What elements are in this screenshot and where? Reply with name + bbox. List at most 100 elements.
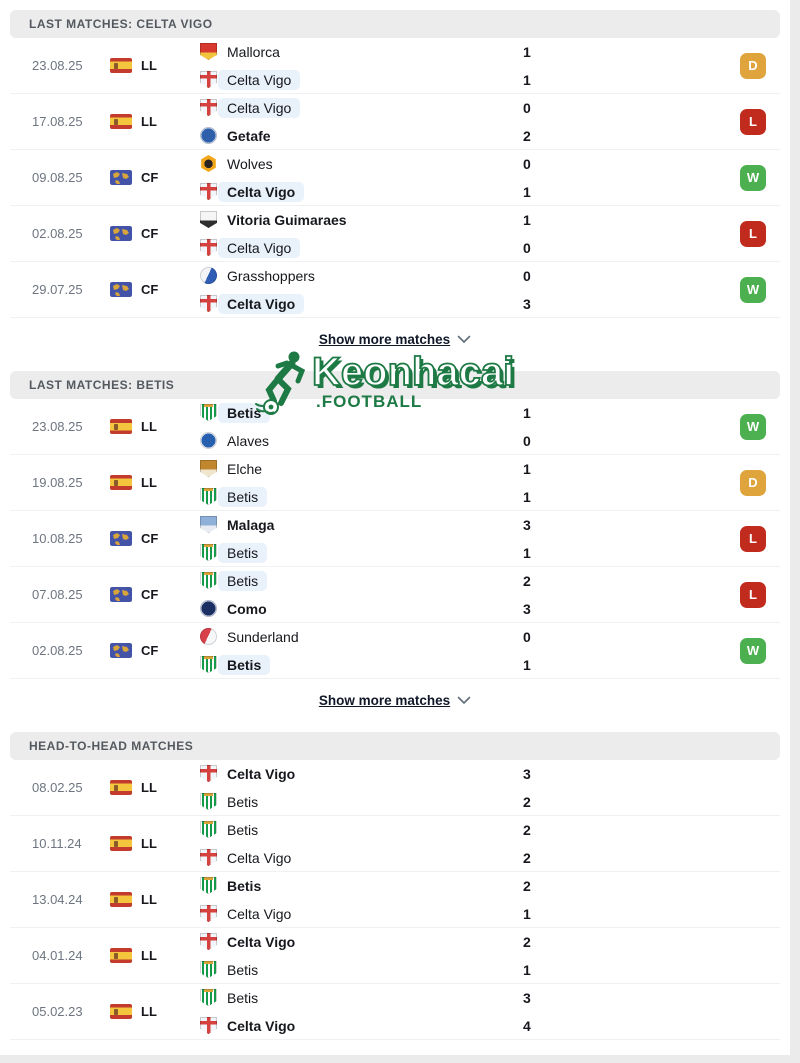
team-score: 1 xyxy=(523,211,531,228)
team-line: Grasshoppers 0 xyxy=(200,264,740,288)
content-area: LAST MATCHES: CELTA VIGO 23.08.25 LL Mallo… xyxy=(10,10,780,1040)
team-score: 2 xyxy=(523,933,531,950)
team-logo-wolves xyxy=(201,155,216,172)
team-name: Alaves xyxy=(227,432,270,449)
team-name: Celta Vigo xyxy=(227,849,292,866)
match-list: 23.08.25 LL Mallorca 1 Celta Vigo 1 D 17.08.25 L… xyxy=(10,38,780,318)
team-logo-betis xyxy=(200,877,217,894)
team-score: 1 xyxy=(523,460,531,477)
competition: CF xyxy=(110,643,200,658)
team-name: Betis xyxy=(227,989,259,1006)
match-row[interactable]: 29.07.25 CF Grasshoppers 0 Celta Vigo 3 W xyxy=(10,262,780,318)
competition-code: CF xyxy=(141,170,159,185)
match-date: 10.08.25 xyxy=(32,531,83,546)
team-logo-grasshoppers xyxy=(200,267,217,284)
team-line: Celta Vigo 3 xyxy=(200,292,740,316)
team-logo-getafe xyxy=(200,127,217,144)
team-line: Betis 1 xyxy=(200,541,740,565)
team-score: 4 xyxy=(523,1017,531,1034)
competition-code: LL xyxy=(141,836,157,851)
teams-pair: Sunderland 0 Betis 1 xyxy=(200,623,740,678)
competition: CF xyxy=(110,531,200,546)
team-logo-celta-vigo xyxy=(200,295,217,312)
show-more-label: Show more matches xyxy=(318,693,451,708)
match-list: 08.02.25 LL Celta Vigo 3 Betis 2 10.11.24 LL Bet… xyxy=(10,760,780,1040)
teams-pair: Wolves 0 Celta Vigo 1 xyxy=(200,150,740,205)
match-row[interactable]: 08.02.25 LL Celta Vigo 3 Betis 2 xyxy=(10,760,780,816)
match-row[interactable]: 04.01.24 LL Celta Vigo 2 Betis 1 xyxy=(10,928,780,984)
match-row[interactable]: 07.08.25 CF Betis 2 Como 3 L xyxy=(10,567,780,623)
team-line: Betis 1 xyxy=(200,485,740,509)
match-row[interactable]: 10.08.25 CF Malaga 3 Betis 1 L xyxy=(10,511,780,567)
team-score: 0 xyxy=(523,239,531,256)
section-title: LAST MATCHES: CELTA VIGO xyxy=(29,17,213,31)
team-score: 2 xyxy=(523,849,531,866)
competition-code: LL xyxy=(141,1004,157,1019)
match-row[interactable]: 23.08.25 LL Betis 1 Alaves 0 W xyxy=(10,399,780,455)
match-date: 02.08.25 xyxy=(32,643,83,658)
competition: LL xyxy=(110,1004,200,1019)
result-badge-w: W xyxy=(740,164,766,191)
match-row[interactable]: 02.08.25 CF Sunderland 0 Betis 1 W xyxy=(10,623,780,679)
team-line: Wolves 0 xyxy=(200,152,740,176)
team-name: Celta Vigo xyxy=(227,1017,296,1034)
team-score: 1 xyxy=(523,71,531,88)
match-row[interactable]: 23.08.25 LL Mallorca 1 Celta Vigo 1 D xyxy=(10,38,780,94)
team-score: 1 xyxy=(523,961,531,978)
team-name: Wolves xyxy=(227,155,273,172)
chevron-down-icon xyxy=(457,696,471,705)
result-badge-d: D xyxy=(740,52,766,79)
team-score: 1 xyxy=(523,43,531,60)
match-row[interactable]: 17.08.25 LL Celta Vigo 0 Getafe 2 L xyxy=(10,94,780,150)
result-badge-l: L xyxy=(740,525,766,552)
show-more-matches-link[interactable]: Show more matches xyxy=(10,332,780,347)
match-row[interactable]: 13.04.24 LL Betis 2 Celta Vigo 1 xyxy=(10,872,780,928)
team-name: Vitoria Guimaraes xyxy=(227,211,347,228)
teams-pair: Celta Vigo 0 Getafe 2 xyxy=(200,94,740,149)
match-list: 23.08.25 LL Betis 1 Alaves 0 W 19.08.25 LL Elche 1… xyxy=(10,399,780,679)
competition: LL xyxy=(110,114,200,129)
team-logo-betis xyxy=(200,989,217,1006)
team-score: 2 xyxy=(523,127,531,144)
show-more-matches-link[interactable]: Show more matches xyxy=(10,693,780,708)
competition-code: LL xyxy=(141,892,157,907)
team-name: Grasshoppers xyxy=(227,267,315,284)
team-name: Celta Vigo xyxy=(227,905,292,922)
team-name: Elche xyxy=(227,460,263,477)
teams-pair: Elche 1 Betis 1 xyxy=(200,455,740,510)
match-date: 13.04.24 xyxy=(32,892,83,907)
match-date: 05.02.23 xyxy=(32,1004,83,1019)
team-logo-celta-vigo xyxy=(200,905,217,922)
competition-code: LL xyxy=(141,948,157,963)
competition: CF xyxy=(110,170,200,185)
competition: LL xyxy=(110,836,200,851)
team-logo-betis xyxy=(200,793,217,810)
spain-flag-icon xyxy=(110,1004,132,1019)
section-last-matches-celta-vigo: LAST MATCHES: CELTA VIGO 23.08.25 LL Mallo… xyxy=(10,10,780,347)
teams-pair: Celta Vigo 3 Betis 2 xyxy=(200,760,780,815)
team-logo-celta-vigo xyxy=(200,99,217,116)
spain-flag-icon xyxy=(110,892,132,907)
match-date: 10.11.24 xyxy=(32,836,82,851)
team-score: 2 xyxy=(523,793,531,810)
competition: LL xyxy=(110,948,200,963)
match-row[interactable]: 02.08.25 CF Vitoria Guimaraes 1 Celta Vigo 0 L xyxy=(10,206,780,262)
competition: CF xyxy=(110,587,200,602)
competition: CF xyxy=(110,226,200,241)
team-name: Betis xyxy=(218,654,271,675)
match-row[interactable]: 05.02.23 LL Betis 3 Celta Vigo 4 xyxy=(10,984,780,1040)
match-row[interactable]: 19.08.25 LL Elche 1 Betis 1 D xyxy=(10,455,780,511)
match-date: 23.08.25 xyxy=(32,419,83,434)
team-name: Betis xyxy=(227,821,259,838)
match-row[interactable]: 10.11.24 LL Betis 2 Celta Vigo 2 xyxy=(10,816,780,872)
competition-code: CF xyxy=(141,531,159,546)
show-more-label: Show more matches xyxy=(318,332,451,347)
section-header: LAST MATCHES: BETIS xyxy=(10,371,780,399)
team-score: 1 xyxy=(523,656,531,673)
section-head-to-head: HEAD-TO-HEAD MATCHES 08.02.25 LL Celta Vig… xyxy=(10,732,780,1040)
team-name: Betis xyxy=(227,877,262,894)
spain-flag-icon xyxy=(110,836,132,851)
match-row[interactable]: 09.08.25 CF Wolves 0 Celta Vigo 1 W xyxy=(10,150,780,206)
team-name: Betis xyxy=(218,570,268,591)
